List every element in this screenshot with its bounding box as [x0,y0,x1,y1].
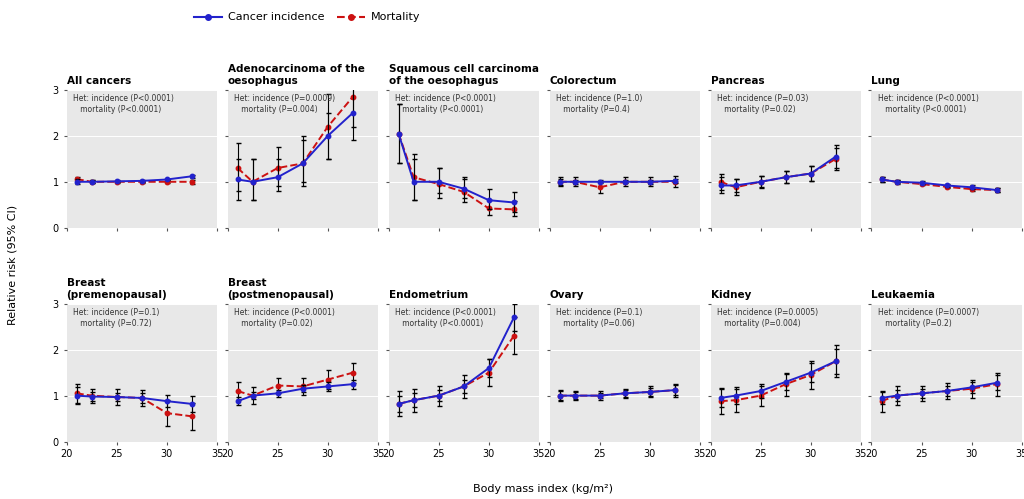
Text: Squamous cell carcinoma
of the oesophagus: Squamous cell carcinoma of the oesophagu… [388,64,539,86]
Text: Het: incidence (P=0.0005)
   mortality (P=0.004): Het: incidence (P=0.0005) mortality (P=0… [717,308,817,328]
Text: All cancers: All cancers [67,76,131,86]
Text: Kidney: Kidney [711,290,751,300]
Text: Relative risk (95% CI): Relative risk (95% CI) [7,205,17,324]
Text: Het: incidence (P=0.1)
   mortality (P=0.06): Het: incidence (P=0.1) mortality (P=0.06… [556,308,642,328]
Text: Endometrium: Endometrium [388,290,468,300]
Text: Het: incidence (P=0.1)
   mortality (P=0.72): Het: incidence (P=0.1) mortality (P=0.72… [73,308,159,328]
Text: Body mass index (kg/m²): Body mass index (kg/m²) [473,484,612,494]
Legend: Cancer incidence, Mortality: Cancer incidence, Mortality [189,8,425,27]
Text: Het: incidence (P=0.03)
   mortality (P=0.02): Het: incidence (P=0.03) mortality (P=0.0… [717,94,808,114]
Text: Pancreas: Pancreas [711,76,764,86]
Text: Het: incidence (P<0.0001)
   mortality (P=0.02): Het: incidence (P<0.0001) mortality (P=0… [233,308,335,328]
Text: Het: incidence (P<0.0001)
   mortality (P<0.0001): Het: incidence (P<0.0001) mortality (P<0… [73,94,173,114]
Text: Het: incidence (P<0.0001)
   mortality (P<0.0001): Het: incidence (P<0.0001) mortality (P<0… [394,308,496,328]
Text: Breast
(premenopausal): Breast (premenopausal) [67,278,167,300]
Text: Colorectum: Colorectum [550,76,617,86]
Text: Het: incidence (P<0.0001)
   mortality (P<0.0001): Het: incidence (P<0.0001) mortality (P<0… [394,94,496,114]
Text: Ovary: Ovary [550,290,584,300]
Text: Het: incidence (P=0.0009)
   mortality (P=0.004): Het: incidence (P=0.0009) mortality (P=0… [233,94,335,114]
Text: Breast
(postmenopausal): Breast (postmenopausal) [227,278,335,300]
Text: Leukaemia: Leukaemia [871,290,936,300]
Text: Lung: Lung [871,76,900,86]
Text: Adenocarcinoma of the
oesophagus: Adenocarcinoma of the oesophagus [227,64,365,86]
Text: Het: incidence (P<0.0001)
   mortality (P<0.0001): Het: incidence (P<0.0001) mortality (P<0… [878,94,978,114]
Text: Het: incidence (P=1.0)
   mortality (P=0.4): Het: incidence (P=1.0) mortality (P=0.4) [556,94,642,114]
Text: Het: incidence (P=0.0007)
   mortality (P=0.2): Het: incidence (P=0.0007) mortality (P=0… [878,308,979,328]
